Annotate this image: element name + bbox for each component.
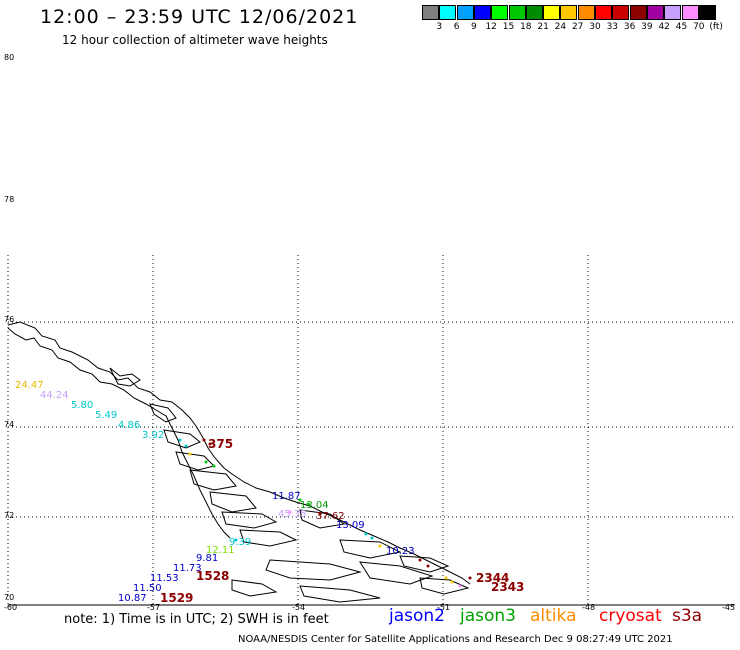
lat-label: 80: [4, 53, 14, 62]
credit-line: NOAA/NESDIS Center for Satellite Applica…: [238, 634, 673, 645]
color-scale-label: 24: [554, 22, 567, 32]
observation-label: 10.23: [386, 546, 415, 557]
color-swatch: [456, 5, 474, 20]
observation-label: 13.04: [300, 500, 329, 511]
altimeter-tracks: [178, 438, 472, 588]
color-swatch: [612, 5, 630, 20]
color-swatch: [595, 5, 612, 20]
color-swatch: [508, 5, 526, 20]
lat-label: 72: [4, 511, 14, 520]
observation-label: 13.09: [336, 520, 365, 531]
footer-note: note: 1) Time is in UTC; 2) SWH is in fe…: [64, 612, 329, 627]
observation-label: 3.92: [142, 430, 165, 441]
lat-label: 76: [4, 315, 14, 324]
color-scale-label: 42: [658, 22, 670, 32]
color-swatch: [543, 5, 561, 20]
color-scale-label: 27: [571, 22, 584, 32]
color-swatch: [422, 5, 439, 20]
lat-label: 74: [4, 420, 14, 429]
color-scale-label: 33: [606, 22, 619, 32]
coastline: [7, 321, 471, 603]
lon-label: -60: [4, 603, 17, 612]
observation-label: 9.81: [196, 553, 219, 564]
observation-label: 12.11: [206, 545, 235, 556]
observation-label: 10.87: [118, 593, 147, 604]
lon-label: -57: [147, 603, 160, 612]
observation-label: 375: [208, 437, 234, 451]
observation-label: 11.87: [272, 491, 301, 502]
color-swatch: [577, 5, 595, 20]
lon-label: -48: [582, 603, 595, 612]
lon-label: -45: [722, 603, 735, 612]
observation-label: 11.73: [173, 563, 202, 574]
color-swatch: [525, 5, 543, 20]
color-scale-label: 18: [520, 22, 532, 32]
color-scale-label: 12: [485, 22, 497, 32]
color-swatch: [646, 5, 664, 20]
observation-label: 5.80: [71, 400, 94, 411]
observation-label: 44.24: [40, 390, 69, 401]
chart-subtitle: 12 hour collection of altimeter wave hei…: [62, 33, 328, 47]
color-scale-label: 3: [436, 22, 443, 32]
color-swatch: [681, 5, 699, 20]
color-swatch: [473, 5, 491, 20]
color-swatch: [491, 5, 509, 20]
color-scale-label: 70: [693, 22, 705, 32]
color-scale-label: 15: [502, 22, 515, 32]
chart-title: 12:00 – 23:59 UTC 12/06/2021: [40, 6, 359, 28]
latitude-labels: 80 78 76 74 72 70: [4, 53, 14, 602]
mission-cryosat: cryosat: [599, 606, 662, 626]
color-scale-label: 36: [623, 22, 636, 32]
color-swatch: [439, 5, 457, 20]
lat-label: 78: [4, 195, 14, 204]
observation-label: 11.53: [150, 573, 179, 584]
observation-label: 45.35: [278, 509, 307, 520]
mission-jason3: jason3: [460, 606, 516, 626]
mission-jason2: jason2: [389, 606, 445, 626]
color-swatch: [629, 5, 647, 20]
observation-label: 9.39: [229, 537, 252, 548]
color-swatch: [664, 5, 682, 20]
color-scale-label: 9: [471, 22, 477, 32]
color-scale-label: 39: [641, 22, 653, 32]
observation-label: 2344: [476, 571, 510, 585]
observation-label: 2343: [491, 580, 525, 594]
longitude-labels: -60 -57 -54 -51 -48 -45: [4, 603, 735, 612]
observation-label: 1529: [160, 591, 194, 605]
color-scale-label: 6: [453, 22, 460, 32]
color-scale-unit: (ft): [709, 22, 723, 32]
color-scale-label: 30: [589, 22, 601, 32]
mission-s3a: s3a: [672, 606, 703, 626]
color-swatch: [698, 5, 716, 20]
color-scale-label: 45: [675, 22, 688, 32]
color-swatch: [560, 5, 578, 20]
observation-label: 11.50: [133, 583, 162, 594]
observation-label: 5.49: [95, 410, 118, 421]
observation-label: 37.62: [316, 511, 345, 522]
lon-label: -51: [437, 603, 450, 612]
observation-label: 4.86: [118, 420, 141, 431]
lon-label: -54: [292, 603, 305, 612]
lat-label: 70: [4, 593, 14, 602]
color-scale-label: 21: [537, 22, 549, 32]
mission-altika: altika: [530, 606, 577, 626]
observation-label: 1528: [196, 569, 230, 583]
observation-label: 24.47: [15, 380, 44, 391]
